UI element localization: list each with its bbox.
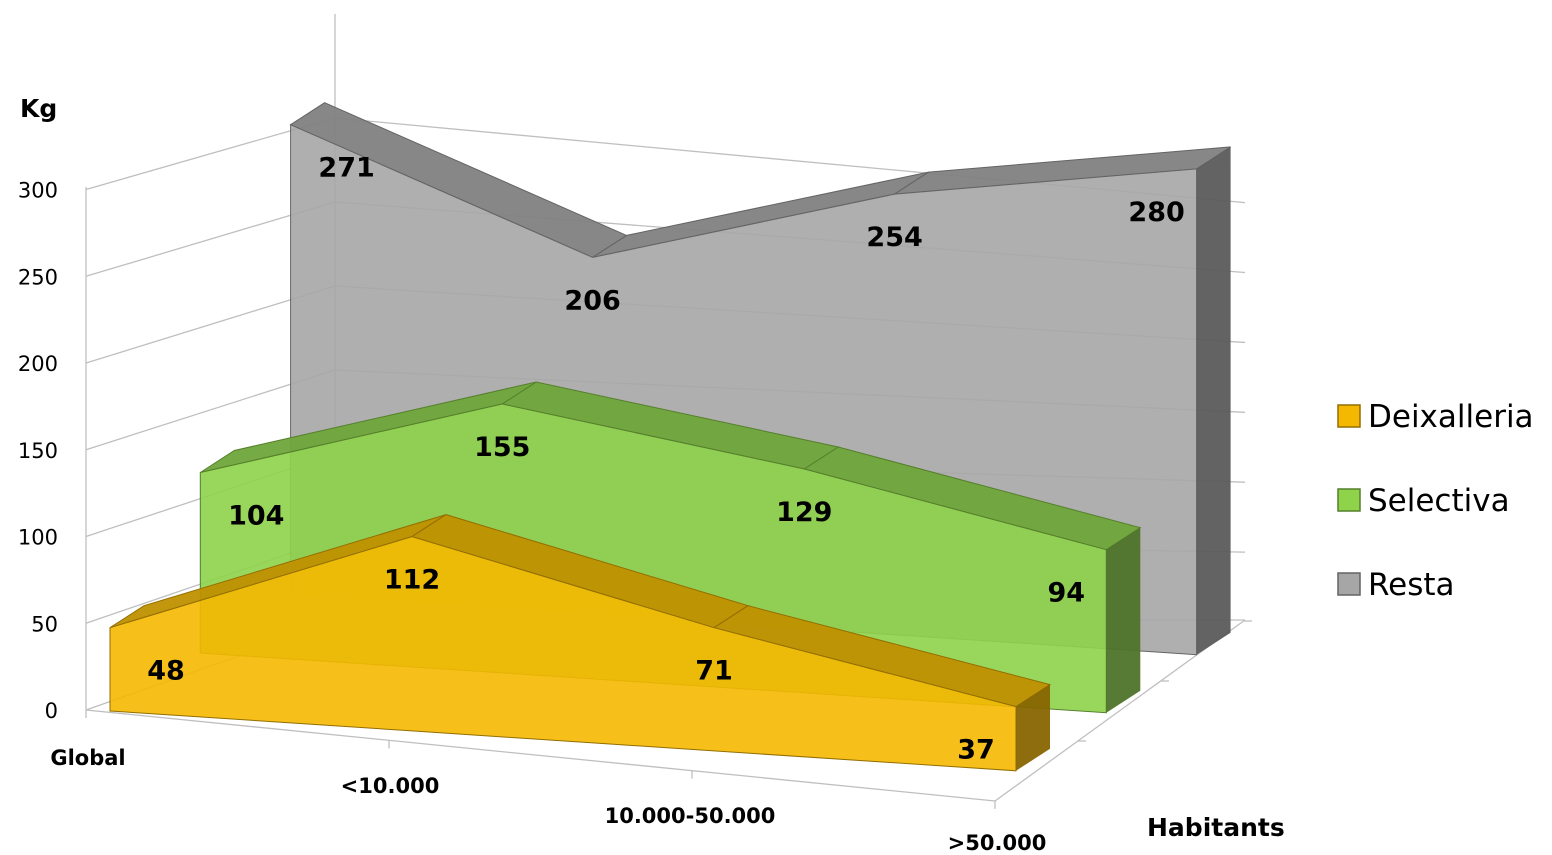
data-label: 104 [228,501,284,532]
y-tick-label: 100 [18,526,58,550]
y-tick-label: 50 [31,612,58,636]
legend-swatch [1337,488,1361,512]
legend-swatch [1337,572,1361,596]
y-tick-label: 300 [18,179,58,203]
y-tick-label: 200 [18,352,58,376]
x-tick-label: <10.000 [341,774,440,798]
y-tick-label: 150 [18,439,58,463]
legend-item-resta: Resta [1337,567,1455,603]
data-label: 48 [147,656,185,687]
area-end-cap [1106,527,1141,713]
legend-swatch [1337,404,1361,428]
data-label: 206 [564,285,620,316]
x-tick-label: Global [50,746,125,770]
legend-item-deixalleria: Deixalleria [1337,399,1534,435]
y-tick-label: 250 [18,265,58,289]
data-label: 254 [866,222,922,253]
data-label: 129 [776,497,832,528]
data-label: 280 [1128,197,1184,228]
data-label: 71 [695,656,733,687]
legend-label: Resta [1368,567,1455,603]
x-tick-label: 10.000-50.000 [605,804,776,828]
y-axis-title: Kg [20,94,57,123]
legend-label: Deixalleria [1368,399,1534,435]
legend-label: Selectiva [1368,483,1510,519]
x-axis-line [85,709,996,802]
data-label: 155 [474,432,530,463]
area-end-cap [1196,146,1231,655]
legend-item-selectiva: Selectiva [1337,483,1510,519]
x-axis-title: Habitants [1147,813,1285,842]
legend: Deixalleria Selectiva Resta [1337,399,1534,603]
series-layer [109,102,1231,772]
axes: Kg Habitants 0 50 100 150 200 250 300 Global <10… [18,94,1285,855]
y-tick-label: 0 [45,699,58,723]
data-labels: 271 206 254 280 104 155 129 94 48 112 71 37 [147,153,1185,766]
data-label: 94 [1048,578,1086,609]
area-end-cap [1016,684,1050,771]
data-label: 112 [384,565,440,596]
data-label: 271 [318,153,374,184]
x-tick-label: >50.000 [948,831,1047,855]
series-deixalleria [109,514,1052,772]
data-label: 37 [957,735,995,766]
